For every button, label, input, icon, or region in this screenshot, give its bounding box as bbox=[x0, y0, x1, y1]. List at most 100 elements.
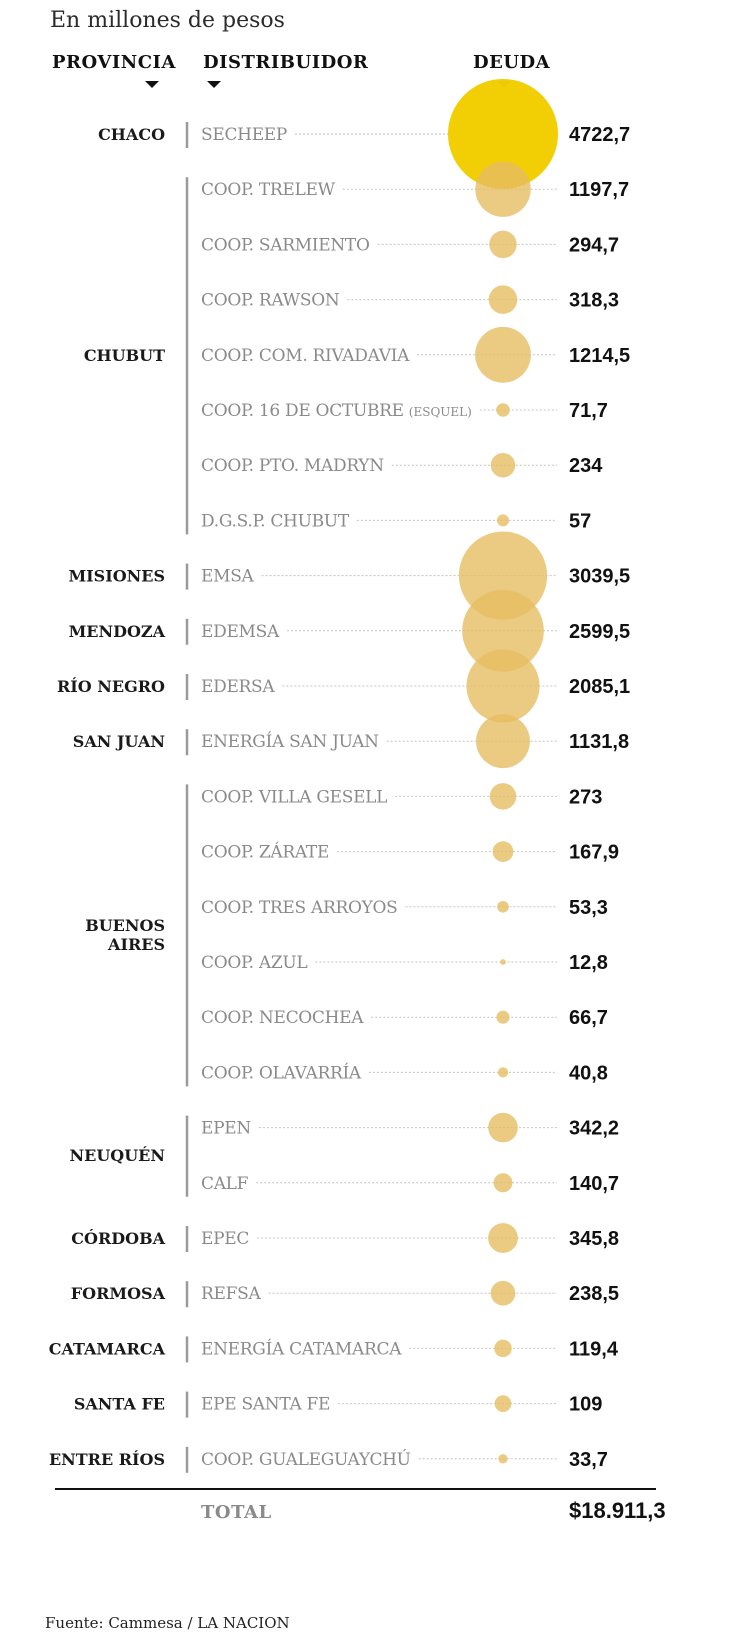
value-label: 1131,8 bbox=[569, 731, 629, 753]
bubble bbox=[490, 1280, 516, 1306]
labels: SECHEEP 4722,7 CHACO COOP. TRELEW 1197,7 COOP… bbox=[49, 122, 666, 1523]
province-label: AIRES bbox=[107, 935, 165, 954]
distributor-label: COOP. SARMIENTO bbox=[201, 235, 370, 255]
distributor-label: CALF bbox=[201, 1174, 249, 1194]
value-label: 1197,7 bbox=[569, 179, 629, 201]
bubble bbox=[498, 1454, 508, 1464]
distributor-label: D.G.S.P. CHUBUT bbox=[201, 511, 350, 531]
value-label: 1214,5 bbox=[569, 345, 630, 367]
distributor-suffix: (ESQUEL) bbox=[409, 405, 472, 419]
bubble bbox=[476, 714, 530, 769]
bubble bbox=[496, 1010, 510, 1024]
distributor-label: COOP. VILLA GESELL bbox=[201, 787, 387, 807]
bubble bbox=[500, 959, 506, 965]
distributor-label: COOP. AZUL bbox=[201, 953, 307, 973]
province-label: CATAMARCA bbox=[49, 1339, 166, 1358]
distributor-label: EMSA bbox=[201, 567, 255, 587]
header-deuda: DEUDA bbox=[473, 52, 551, 73]
distributor-label: COOP. NECOCHEA bbox=[201, 1008, 364, 1028]
distributor-label: ENERGÍA CATAMARCA bbox=[201, 1338, 402, 1359]
value-label: 109 bbox=[569, 1394, 602, 1416]
value-label: 140,7 bbox=[569, 1173, 619, 1195]
chart-subtitle: En millones de pesos bbox=[50, 8, 285, 33]
distributor-label: COOP. COM. RIVADAVIA bbox=[201, 346, 410, 366]
province-label: CÓRDOBA bbox=[71, 1228, 165, 1248]
distributor-label: COOP. RAWSON bbox=[201, 291, 340, 311]
sort-arrow-distribuidor-icon[interactable] bbox=[207, 81, 221, 88]
value-label: 342,2 bbox=[569, 1118, 619, 1140]
province-label: ENTRE RÍOS bbox=[49, 1449, 165, 1469]
province-label: MISIONES bbox=[68, 567, 165, 586]
bubble bbox=[496, 403, 510, 417]
bubble bbox=[466, 649, 540, 723]
bubble bbox=[494, 1339, 512, 1358]
distributor-label: ENERGÍA SAN JUAN bbox=[201, 731, 379, 752]
value-label: 167,9 bbox=[569, 842, 619, 864]
bubble bbox=[494, 1395, 512, 1412]
bubble bbox=[490, 452, 516, 478]
distributor-label: EPEC bbox=[201, 1229, 249, 1249]
value-label: 2599,5 bbox=[569, 621, 630, 643]
distributor-label: EDERSA bbox=[201, 677, 275, 697]
value-label: 273 bbox=[569, 786, 602, 808]
distributor-label: COOP. PTO. MADRYN bbox=[201, 456, 384, 476]
value-label: 40,8 bbox=[569, 1062, 608, 1084]
value-label: 238,5 bbox=[569, 1283, 619, 1305]
distributor-label: EDEMSA bbox=[201, 622, 280, 642]
distributor-label: EPEN bbox=[201, 1119, 251, 1139]
value-label: 57 bbox=[569, 510, 591, 532]
value-label: 33,7 bbox=[569, 1449, 608, 1471]
value-label: 12,8 bbox=[569, 952, 608, 974]
value-label: 4722,7 bbox=[569, 124, 630, 146]
bubble bbox=[462, 589, 544, 672]
bubble bbox=[475, 161, 531, 217]
bubble bbox=[489, 783, 517, 810]
province-label: RÍO NEGRO bbox=[57, 676, 165, 696]
bubble bbox=[497, 1067, 509, 1078]
distributor-label: COOP. GUALEGUAYCHÚ bbox=[201, 1449, 411, 1470]
distributor-label: COOP. ZÁRATE bbox=[201, 842, 329, 863]
value-label: 71,7 bbox=[569, 400, 608, 422]
value-label: 318,3 bbox=[569, 290, 619, 312]
header-provincia: PROVINCIA bbox=[52, 52, 176, 73]
total-label: TOTAL bbox=[201, 1502, 272, 1523]
bubble bbox=[493, 1173, 513, 1193]
distributor-label: SECHEEP bbox=[201, 125, 287, 145]
header-distribuidor: DISTRIBUIDOR bbox=[203, 52, 369, 73]
bubble bbox=[497, 900, 509, 913]
province-label: FORMOSA bbox=[71, 1284, 166, 1303]
bubble bbox=[492, 841, 514, 862]
bubble bbox=[488, 285, 518, 314]
province-label: SAN JUAN bbox=[73, 732, 165, 751]
value-label: 2085,1 bbox=[569, 676, 630, 698]
total-value: $18.911,3 bbox=[569, 1498, 666, 1523]
bubble bbox=[488, 1223, 518, 1253]
distributor-label: COOP. OLAVARRÍA bbox=[201, 1062, 362, 1083]
distributor-label: COOP. 16 DE OCTUBRE bbox=[201, 401, 404, 421]
sort-arrow-provincia-icon[interactable] bbox=[145, 81, 159, 88]
province-label: BUENOS bbox=[85, 916, 165, 935]
distributor-label: REFSA bbox=[201, 1284, 261, 1304]
value-label: 345,8 bbox=[569, 1228, 619, 1250]
province-label: NEUQUÉN bbox=[70, 1145, 165, 1165]
province-label: MENDOZA bbox=[69, 622, 166, 641]
value-label: 66,7 bbox=[569, 1007, 608, 1029]
value-label: 3039,5 bbox=[569, 566, 630, 588]
province-label: CHACO bbox=[98, 125, 165, 144]
province-label: CHUBUT bbox=[84, 346, 165, 365]
value-label: 294,7 bbox=[569, 234, 619, 256]
province-label: SANTA FE bbox=[74, 1395, 165, 1414]
distributor-label: COOP. TRES ARROYOS bbox=[201, 898, 398, 918]
bubble bbox=[448, 79, 558, 189]
bubble bbox=[489, 230, 517, 259]
source-note: Fuente: Cammesa / LA NACION bbox=[45, 1614, 290, 1632]
bubbles bbox=[448, 79, 558, 1464]
bubble bbox=[496, 514, 510, 527]
value-label: 234 bbox=[569, 455, 603, 477]
bubble bbox=[475, 326, 531, 383]
distributor-label: EPE SANTA FE bbox=[201, 1395, 330, 1415]
value-label: 53,3 bbox=[569, 897, 608, 919]
distributor-label: COOP. TRELEW bbox=[201, 180, 336, 200]
bubble bbox=[488, 1112, 518, 1143]
